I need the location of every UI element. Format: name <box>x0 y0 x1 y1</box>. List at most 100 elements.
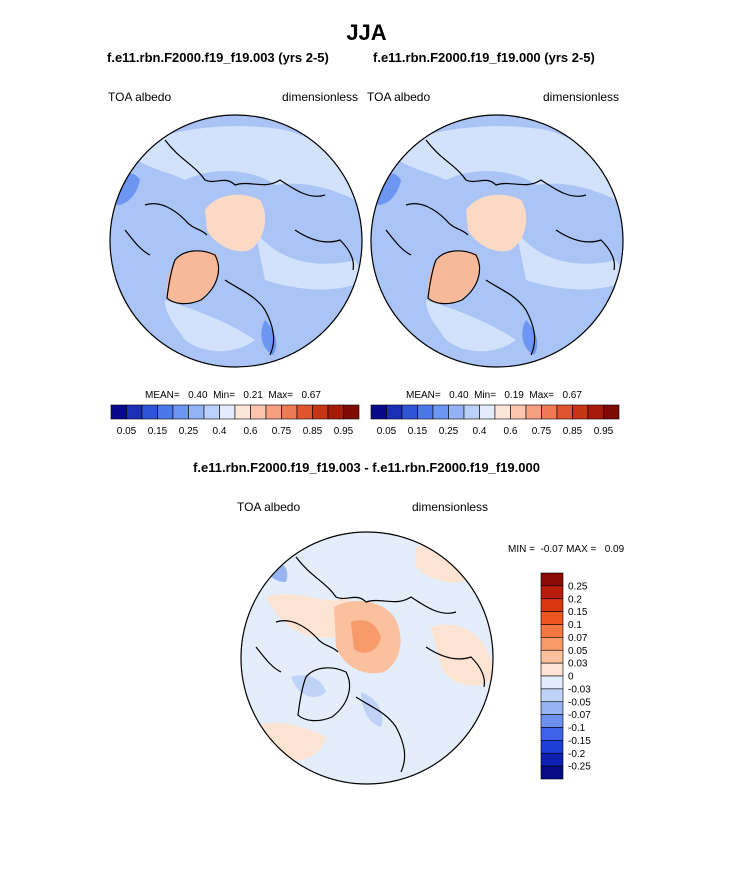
diff-minmax: MIN = -0.07 MAX = 0.09 <box>508 544 625 555</box>
field-light-band <box>516 230 623 290</box>
coastlines <box>124 139 355 356</box>
colorbar-swatch <box>265 404 282 420</box>
field-positive-strongest <box>351 620 381 653</box>
colorbar-swatch <box>540 649 564 664</box>
colorbar-swatch <box>401 404 418 420</box>
field-light-band <box>165 300 255 352</box>
colorbar-swatch <box>540 611 564 625</box>
colorbar-tick-label: 0.1 <box>568 620 582 631</box>
colorbar-tick-label: -0.15 <box>568 736 591 747</box>
colorbar-swatch <box>540 637 564 651</box>
field-central-arctic <box>205 194 266 252</box>
colorbar-swatch <box>603 404 620 420</box>
colorbar-swatch <box>463 404 480 420</box>
panel2-polar-map <box>370 114 624 368</box>
colorbar-tick-label: 0.85 <box>303 426 323 437</box>
colorbar-swatch <box>281 404 298 420</box>
diff-polar-map <box>240 531 494 785</box>
diff-variable-label: TOA albedo <box>237 500 301 514</box>
colorbar-swatch <box>540 727 564 741</box>
field-positive <box>266 594 357 638</box>
colorbar-swatch <box>587 404 604 420</box>
colorbar-swatch <box>541 404 558 420</box>
colorbar-tick-label: -0.2 <box>568 749 586 760</box>
field-light-band <box>125 126 355 200</box>
colorbar-swatch <box>250 404 267 420</box>
colorbar-tick-label: 0.2 <box>568 594 582 605</box>
colorbar-swatch <box>203 404 220 420</box>
field-negative <box>361 692 383 727</box>
colorbar-tick-label: -0.1 <box>568 723 586 734</box>
field-greenland <box>427 250 481 304</box>
colorbar-swatch <box>126 404 143 420</box>
colorbar-swatch <box>141 404 158 420</box>
diff-title: f.e11.rbn.F2000.f19_f19.003 - f.e11.rbn.… <box>193 460 540 475</box>
colorbar-swatch <box>540 701 564 715</box>
colorbar-tick-label: -0.25 <box>568 762 591 773</box>
colorbar-swatch <box>556 404 573 420</box>
colorbar-tick-label: 0.25 <box>568 581 588 592</box>
colorbar-swatch <box>110 404 127 420</box>
field-central-arctic <box>466 194 527 252</box>
field-light-band <box>255 230 362 290</box>
colorbar-tick-label: 0.95 <box>594 426 614 437</box>
colorbar-swatch <box>540 752 564 767</box>
colorbar-tick-label: 0.03 <box>568 659 588 670</box>
colorbar-swatch <box>172 404 189 420</box>
colorbar-tick-label: 0.25 <box>179 426 199 437</box>
colorbar-tick-label: 0.75 <box>272 426 292 437</box>
map-boundary <box>109 114 363 368</box>
colorbar-swatch <box>386 404 403 420</box>
colorbar-tick-label: 0 <box>568 672 574 683</box>
colorbar-swatch <box>432 404 449 420</box>
colorbar-tick-label: 0.75 <box>532 426 552 437</box>
colorbar-swatch <box>540 662 564 677</box>
colorbar-swatch <box>540 740 564 754</box>
colorbar-tick-label: 0.15 <box>568 607 588 618</box>
colorbar-tick-label: 0.85 <box>563 426 583 437</box>
map-boundary <box>370 114 624 368</box>
colorbar-swatch <box>525 404 542 420</box>
colorbar-swatch <box>157 404 174 420</box>
map-boundary <box>240 531 494 785</box>
panel2-colorbar: 0.05 0.15 0.25 0.4 0.6 0.75 0.85 0.95 <box>370 404 620 437</box>
field-negative <box>291 675 326 697</box>
field-greenland <box>166 250 220 304</box>
colorbar-swatch <box>540 598 564 612</box>
colorbar-tick-label: 0.05 <box>377 426 397 437</box>
colorbar-swatch <box>343 404 360 420</box>
colorbar-swatch <box>327 404 344 420</box>
panel2-units-label: dimensionless <box>543 90 620 104</box>
colorbar-tick-label: -0.07 <box>568 710 591 721</box>
panel2-variable-label: TOA albedo <box>367 90 431 104</box>
colorbar-tick-label: 0.4 <box>213 426 227 437</box>
panel1-polar-map <box>109 114 363 368</box>
panel1-subtitle: f.e11.rbn.F2000.f19_f19.003 (yrs 2-5) <box>107 50 329 65</box>
colorbar-swatch <box>479 404 496 420</box>
panel1-units-label: dimensionless <box>282 90 359 104</box>
colorbar-swatch <box>510 404 527 420</box>
field-positive <box>431 624 493 686</box>
colorbar-swatch <box>370 404 387 420</box>
field-light-band <box>426 300 516 352</box>
figure-title: JJA <box>346 20 387 45</box>
colorbar-swatch <box>540 714 564 728</box>
panel2-subtitle: f.e11.rbn.F2000.f19_f19.000 (yrs 2-5) <box>373 50 595 65</box>
coastlines <box>255 556 486 773</box>
colorbar-swatch <box>494 404 511 420</box>
colorbar-tick-label: 0.6 <box>504 426 518 437</box>
colorbar-swatch <box>296 404 313 420</box>
diff-units-label: dimensionless <box>412 500 489 514</box>
panel1-colorbar: 0.05 0.15 0.25 0.4 0.6 0.75 0.85 0.95 <box>110 404 360 437</box>
colorbar-swatch <box>417 404 434 420</box>
colorbar-tick-label: 0.15 <box>148 426 168 437</box>
colorbar-swatch <box>234 404 251 420</box>
colorbar-tick-label: 0.95 <box>334 426 354 437</box>
colorbar-swatch <box>540 688 564 703</box>
colorbar-swatch <box>540 572 564 587</box>
field-light-band <box>386 126 616 200</box>
coastlines <box>385 139 616 356</box>
diff-colorbar: 0.25 0.2 0.15 0.1 0.07 0.05 0.03 0-0.03 -0.05 -0.… <box>540 572 591 780</box>
colorbar-tick-label: -0.03 <box>568 684 591 695</box>
colorbar-swatch <box>572 404 589 420</box>
